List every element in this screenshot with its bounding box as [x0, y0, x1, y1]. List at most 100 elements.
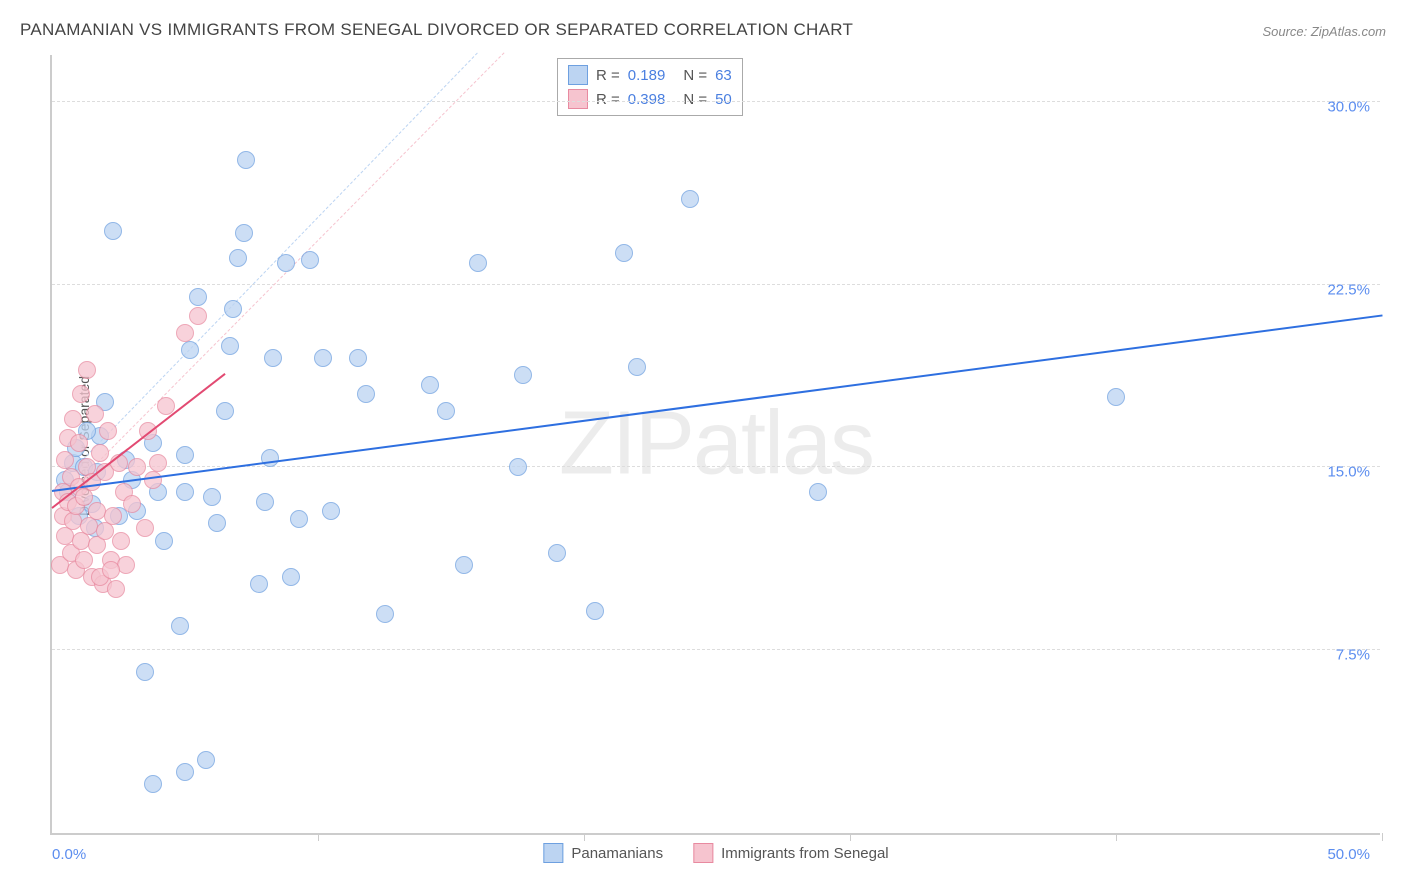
watermark-light: atlas [693, 394, 873, 494]
data-point [229, 249, 247, 267]
legend-item: Panamanians [543, 843, 663, 863]
y-tick-label: 30.0% [1327, 98, 1370, 115]
data-point [176, 324, 194, 342]
n-value: 50 [715, 91, 732, 108]
legend-item: Immigrants from Senegal [693, 843, 889, 863]
gridline [52, 649, 1380, 650]
series-legend: Panamanians Immigrants from Senegal [543, 843, 888, 863]
n-label: N = [683, 91, 707, 108]
data-point [102, 561, 120, 579]
correlation-info-box: R =0.189N =63R =0.398N =50 [557, 58, 743, 116]
chart-title: PANAMANIAN VS IMMIGRANTS FROM SENEGAL DI… [20, 20, 853, 40]
data-point [681, 190, 699, 208]
x-tick [1382, 833, 1383, 841]
info-row: R =0.398N =50 [568, 87, 732, 111]
y-tick-label: 7.5% [1336, 647, 1370, 664]
watermark: ZIPatlas [559, 393, 873, 496]
legend-label: Immigrants from Senegal [721, 845, 889, 862]
data-point [421, 376, 439, 394]
data-point [107, 580, 125, 598]
data-point [86, 405, 104, 423]
data-point [216, 402, 234, 420]
y-tick-label: 22.5% [1327, 281, 1370, 298]
data-point [322, 502, 340, 520]
info-row: R = 0.189 N = 63 [568, 63, 732, 87]
data-point [290, 510, 308, 528]
x-tick [850, 833, 851, 841]
r-label: R = [596, 91, 620, 108]
data-point [548, 544, 566, 562]
data-point [136, 663, 154, 681]
scatter-plot-area: ZIPatlas R =0.189N =63R =0.398N =50 0.0%… [50, 55, 1380, 835]
y-tick-label: 15.0% [1327, 464, 1370, 481]
data-point [514, 366, 532, 384]
data-point [277, 254, 295, 272]
data-point [189, 307, 207, 325]
data-point [91, 444, 109, 462]
data-point [56, 451, 74, 469]
legend-swatch [543, 843, 563, 863]
data-point [376, 605, 394, 623]
data-point [189, 288, 207, 306]
legend-swatch [693, 843, 713, 863]
data-point [221, 337, 239, 355]
x-tick [1116, 833, 1117, 841]
data-point [64, 410, 82, 428]
r-value: 0.189 [628, 67, 666, 84]
source-attribution: Source: ZipAtlas.com [1262, 24, 1386, 39]
legend-swatch [568, 89, 588, 109]
data-point [282, 568, 300, 586]
data-point [809, 483, 827, 501]
n-value: 63 [715, 67, 732, 84]
data-point [437, 402, 455, 420]
data-point [181, 341, 199, 359]
data-point [1107, 388, 1125, 406]
data-point [237, 151, 255, 169]
legend-swatch [568, 65, 588, 85]
data-point [171, 617, 189, 635]
data-point [176, 483, 194, 501]
data-point [301, 251, 319, 269]
data-point [176, 763, 194, 781]
data-point [144, 471, 162, 489]
data-point [628, 358, 646, 376]
r-label: R = [596, 67, 620, 84]
data-point [136, 519, 154, 537]
data-point [615, 244, 633, 262]
data-point [99, 422, 117, 440]
trend-line [52, 314, 1382, 491]
x-origin-label: 0.0% [52, 846, 86, 863]
data-point [123, 495, 141, 513]
x-tick [318, 833, 319, 841]
data-point [112, 532, 130, 550]
data-point [264, 349, 282, 367]
data-point [176, 446, 194, 464]
data-point [75, 551, 93, 569]
data-point [117, 556, 135, 574]
data-point [78, 361, 96, 379]
x-max-label: 50.0% [1327, 846, 1370, 863]
gridline [52, 466, 1380, 467]
data-point [197, 751, 215, 769]
data-point [349, 349, 367, 367]
data-point [128, 458, 146, 476]
data-point [155, 532, 173, 550]
data-point [509, 458, 527, 476]
data-point [70, 434, 88, 452]
data-point [72, 385, 90, 403]
data-point [203, 488, 221, 506]
data-point [144, 775, 162, 793]
x-tick [584, 833, 585, 841]
data-point [235, 224, 253, 242]
data-point [104, 222, 122, 240]
data-point [357, 385, 375, 403]
data-point [104, 507, 122, 525]
data-point [586, 602, 604, 620]
data-point [314, 349, 332, 367]
gridline [52, 101, 1380, 102]
data-point [224, 300, 242, 318]
n-label: N = [683, 67, 707, 84]
data-point [469, 254, 487, 272]
data-point [256, 493, 274, 511]
data-point [149, 454, 167, 472]
